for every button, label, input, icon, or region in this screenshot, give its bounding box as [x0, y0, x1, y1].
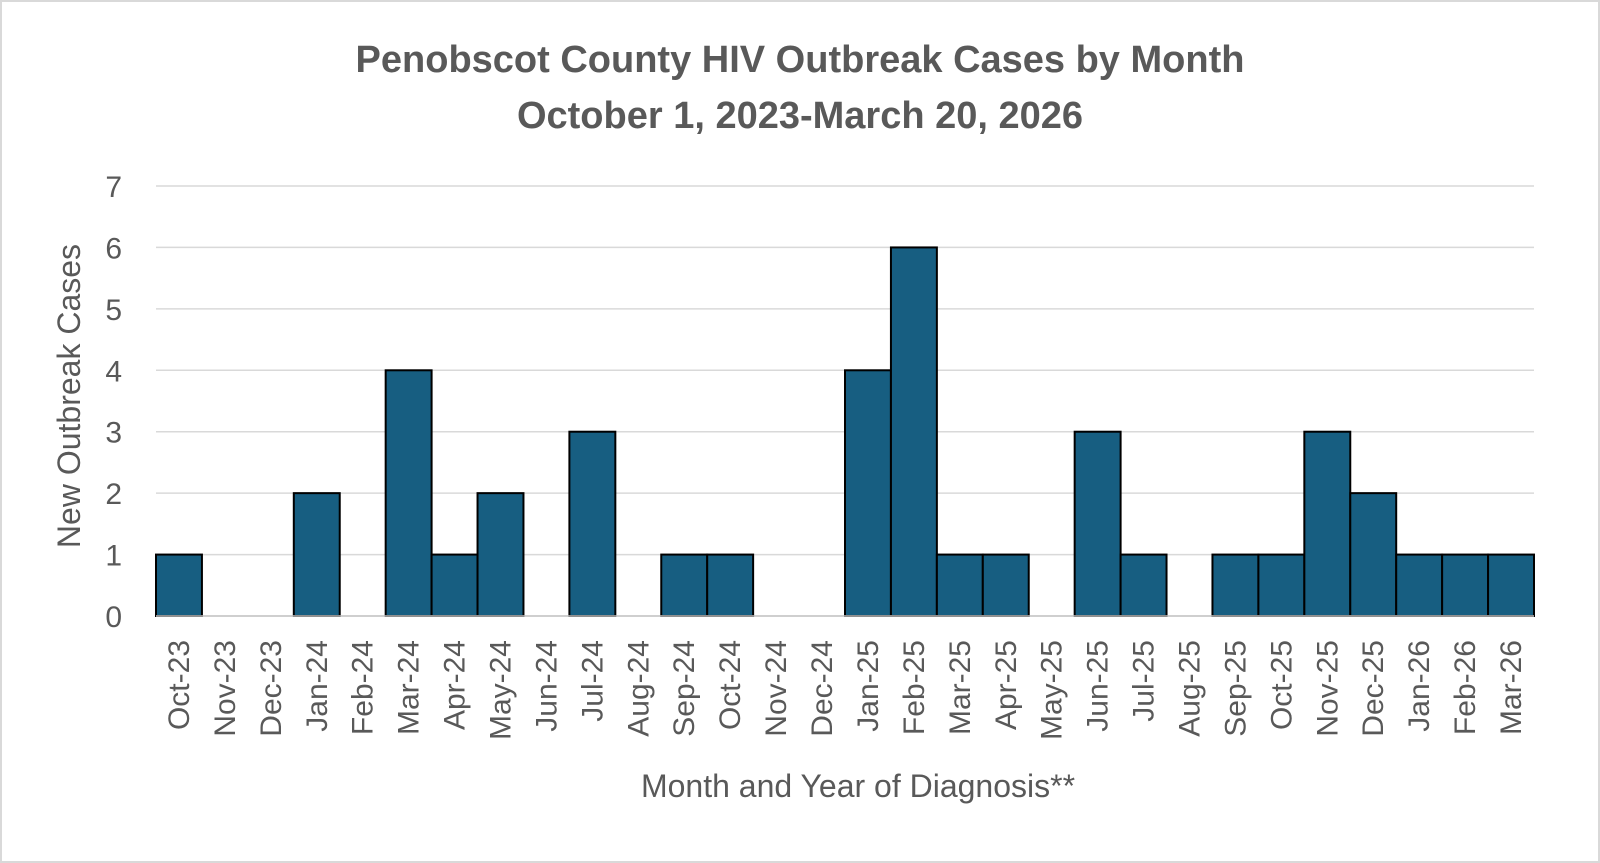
- x-axis-title: Month and Year of Diagnosis**: [641, 768, 1075, 804]
- y-tick-label: 0: [105, 601, 122, 634]
- y-axis-ticks: 0 1 2 3 4 5 6 7: [105, 171, 122, 634]
- x-tick-label: Feb-25: [898, 640, 931, 735]
- bar-mar-24: [384, 369, 433, 617]
- x-tick-label: Jul-24: [576, 640, 609, 722]
- bar-mar-25: [935, 553, 984, 617]
- x-tick-label: May-25: [1036, 640, 1069, 740]
- x-tick-label: Aug-24: [622, 640, 655, 737]
- bar-jul-24: [568, 430, 617, 618]
- x-tick-label: Nov-25: [1311, 640, 1344, 737]
- x-tick-label: Feb-24: [347, 640, 380, 735]
- x-tick-label: Nov-23: [209, 640, 242, 737]
- x-tick-label: Jun-24: [530, 640, 563, 732]
- bar-apr-24: [430, 553, 479, 617]
- bar-sep-24: [660, 553, 709, 617]
- bar-jan-25: [844, 369, 892, 617]
- y-tick-label: 3: [105, 417, 122, 450]
- bar-feb-25: [889, 246, 938, 618]
- x-tick-label: Dec-25: [1357, 640, 1390, 737]
- bar-jul-25: [1119, 553, 1168, 617]
- x-tick-label: Jul-25: [1128, 640, 1161, 722]
- bar-feb-26: [1441, 553, 1490, 617]
- bar-sep-25: [1211, 553, 1260, 617]
- bar-oct-23: [155, 553, 203, 617]
- x-tick-label: Mar-25: [944, 640, 977, 735]
- x-tick-label: Jan-24: [301, 640, 334, 732]
- bar-jun-25: [1073, 430, 1122, 618]
- bar-jan-26: [1395, 553, 1444, 617]
- chart-title: Penobscot County HIV Outbreak Cases by M…: [356, 39, 1245, 81]
- x-tick-label: Apr-24: [439, 640, 472, 730]
- x-tick-label: Sep-24: [668, 640, 701, 737]
- bars: [155, 246, 1535, 618]
- x-tick-label: Oct-25: [1265, 640, 1298, 730]
- x-tick-label: Mar-24: [393, 640, 426, 735]
- y-axis-title: New Outbreak Cases: [51, 244, 87, 548]
- x-tick-label: Oct-23: [163, 640, 196, 730]
- x-tick-label: Sep-25: [1219, 640, 1252, 737]
- bar-may-24: [476, 492, 525, 617]
- x-tick-label: May-24: [485, 640, 518, 740]
- x-tick-label: Jan-25: [852, 640, 885, 732]
- x-tick-label: Mar-26: [1495, 640, 1528, 735]
- bar-apr-25: [981, 553, 1030, 617]
- bar-nov-25: [1303, 430, 1352, 618]
- x-tick-label: Dec-23: [255, 640, 288, 737]
- bar-oct-25: [1257, 553, 1306, 617]
- x-tick-label: Oct-24: [714, 640, 747, 730]
- x-axis-ticks: Oct-23 Nov-23 Dec-23 Jan-24 Feb-24 Mar-24 Apr-…: [163, 640, 1528, 740]
- x-tick-label: Dec-24: [806, 640, 839, 737]
- y-tick-label: 7: [105, 171, 122, 204]
- x-tick-label: Aug-25: [1174, 640, 1207, 737]
- x-tick-label: Feb-26: [1449, 640, 1482, 735]
- y-tick-label: 4: [105, 355, 122, 388]
- bar-jan-24: [292, 492, 341, 617]
- bar-dec-25: [1349, 492, 1398, 617]
- y-tick-label: 2: [105, 478, 122, 511]
- x-tick-label: Nov-24: [760, 640, 793, 737]
- y-tick-label: 5: [105, 294, 122, 327]
- y-tick-label: 6: [105, 232, 122, 265]
- bar-mar-26: [1487, 553, 1535, 617]
- chart-subtitle: October 1, 2023-March 20, 2026: [517, 95, 1083, 137]
- x-tick-label: Jun-25: [1082, 640, 1115, 732]
- x-tick-label: Apr-25: [990, 640, 1023, 730]
- bar-oct-24: [706, 553, 755, 617]
- y-tick-label: 1: [105, 540, 122, 573]
- x-tick-label: Jan-26: [1403, 640, 1436, 732]
